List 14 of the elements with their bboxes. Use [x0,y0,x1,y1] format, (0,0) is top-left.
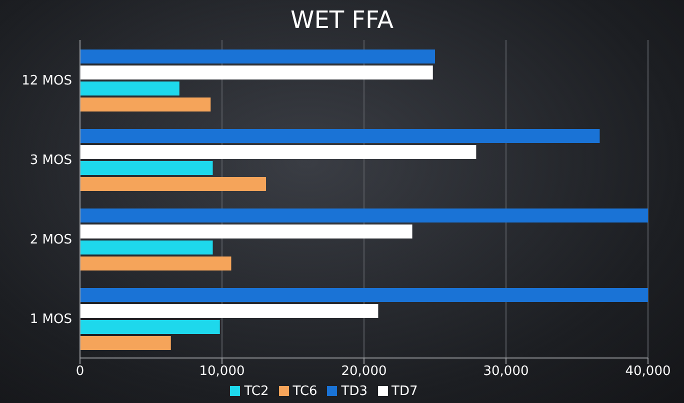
legend-label: TD3 [341,384,368,399]
y-tick-label: 3 MOS [30,152,72,168]
legend-label: TD7 [392,384,418,399]
legend-label: TC2 [244,384,269,399]
legend-label: TC6 [292,384,318,399]
x-tick-label: 20,000 [341,364,387,380]
x-tick-label: 40,000 [625,364,671,380]
y-tick-label: 1 MOS [30,312,72,327]
x-tick-label: 30,000 [483,364,529,380]
x-tick-label: 0 [76,364,84,380]
y-tick-label: 12 MOS [22,73,72,88]
chart-title: WET FFA [289,5,394,36]
y-tick-label: 2 MOS [30,232,72,248]
x-tick-label: 10,000 [199,364,245,380]
